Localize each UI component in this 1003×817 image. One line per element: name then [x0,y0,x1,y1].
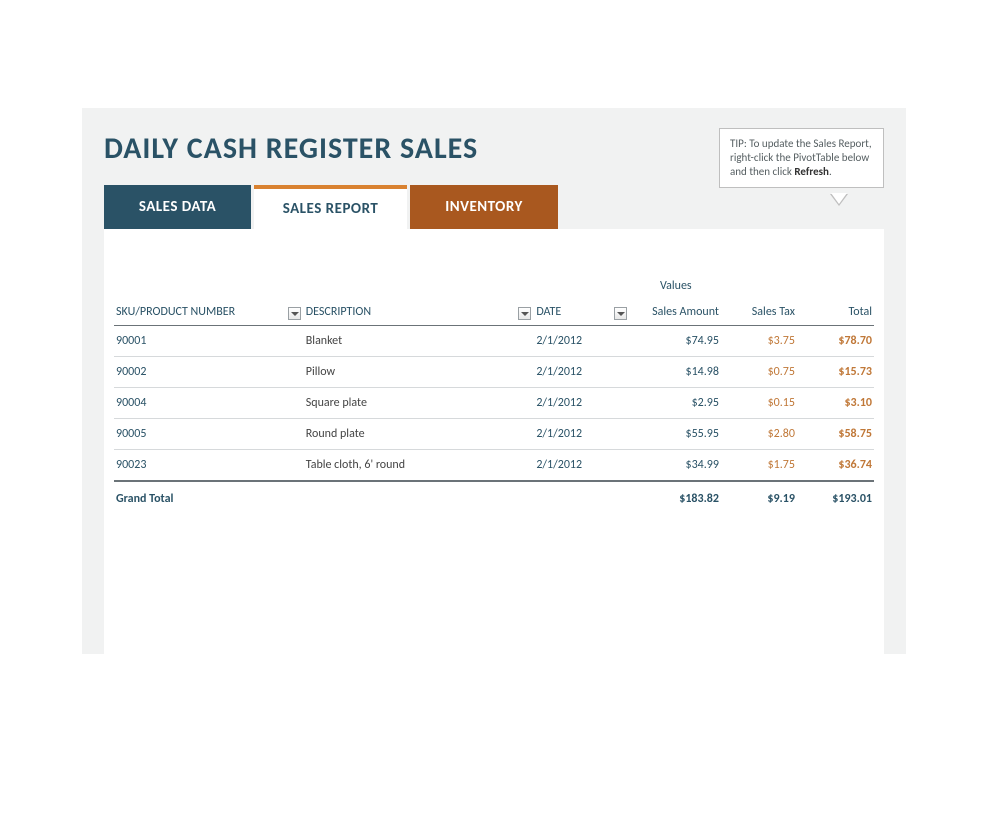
filter-dropdown-icon[interactable] [518,307,531,320]
col-header-sku[interactable]: SKU/PRODUCT NUMBER [114,299,304,326]
cell-sales-tax: $0.15 [721,388,797,419]
filter-dropdown-icon[interactable] [614,307,627,320]
cell-date: 2/1/2012 [534,326,630,357]
tab-bar: SALES DATA SALES REPORT INVENTORY [104,185,884,229]
tab-sales-data[interactable]: SALES DATA [104,185,251,229]
cell-description: Square plate [304,388,535,419]
pivot-table[interactable]: SKU/PRODUCT NUMBER DESCRIPTION DATE Sale… [114,299,874,514]
cell-date: 2/1/2012 [534,419,630,450]
col-header-date-label: DATE [536,305,561,319]
report-panel: DAILY CASH REGISTER SALES TIP: To update… [82,108,906,654]
cell-description: Table cloth, 6' round [304,450,535,482]
cell-sales-tax: $1.75 [721,450,797,482]
cell-sales-amount: $14.98 [630,357,721,388]
table-row[interactable]: 90001Blanket2/1/2012$74.95$3.75$78.70 [114,326,874,357]
cell-total: $15.73 [797,357,874,388]
cell-sales-amount: $74.95 [630,326,721,357]
values-group-label: Values [114,279,874,293]
cell-sales-amount: $34.99 [630,450,721,482]
cell-date: 2/1/2012 [534,388,630,419]
cell-sales-tax: $3.75 [721,326,797,357]
cell-sales-tax: $2.80 [721,419,797,450]
cell-sales-tax: $0.75 [721,357,797,388]
cell-sku: 90023 [114,450,304,482]
cell-total: $58.75 [797,419,874,450]
filter-dropdown-icon[interactable] [288,307,301,320]
cell-description: Round plate [304,419,535,450]
col-header-total[interactable]: Total [797,299,874,326]
col-header-description-label: DESCRIPTION [306,305,371,319]
cell-sku: 90001 [114,326,304,357]
tip-pointer-icon [830,194,848,206]
report-content: Values SKU/PRODUCT NUMBER DESCRIPTION DA… [104,229,884,654]
cell-description: Blanket [304,326,535,357]
cell-total: $36.74 [797,450,874,482]
tab-inventory[interactable]: INVENTORY [410,185,558,229]
grand-total-amount: $183.82 [630,481,721,514]
grand-total-tax: $9.19 [721,481,797,514]
col-header-description[interactable]: DESCRIPTION [304,299,535,326]
cell-sales-amount: $2.95 [630,388,721,419]
col-header-sales-amount[interactable]: Sales Amount [630,299,721,326]
cell-sales-amount: $55.95 [630,419,721,450]
cell-description: Pillow [304,357,535,388]
cell-sku: 90004 [114,388,304,419]
col-header-date[interactable]: DATE [534,299,630,326]
col-header-sales-tax[interactable]: Sales Tax [721,299,797,326]
tip-suffix: . [829,165,832,178]
table-row[interactable]: 90005Round plate2/1/2012$55.95$2.80$58.7… [114,419,874,450]
cell-total: $3.10 [797,388,874,419]
table-row[interactable]: 90023Table cloth, 6' round2/1/2012$34.99… [114,450,874,482]
table-row[interactable]: 90004Square plate2/1/2012$2.95$0.15$3.10 [114,388,874,419]
cell-sku: 90005 [114,419,304,450]
tip-callout: TIP: To update the Sales Report, right-c… [719,128,884,188]
cell-sku: 90002 [114,357,304,388]
tip-bold: Refresh [794,165,829,178]
cell-date: 2/1/2012 [534,450,630,482]
tab-sales-report[interactable]: SALES REPORT [254,185,407,229]
col-header-sku-label: SKU/PRODUCT NUMBER [116,305,235,319]
cell-total: $78.70 [797,326,874,357]
grand-total-total: $193.01 [797,481,874,514]
grand-total-label: Grand Total [114,481,304,514]
cell-date: 2/1/2012 [534,357,630,388]
grand-total-row: Grand Total $183.82$9.19$193.01 [114,481,874,514]
table-row[interactable]: 90002Pillow2/1/2012$14.98$0.75$15.73 [114,357,874,388]
